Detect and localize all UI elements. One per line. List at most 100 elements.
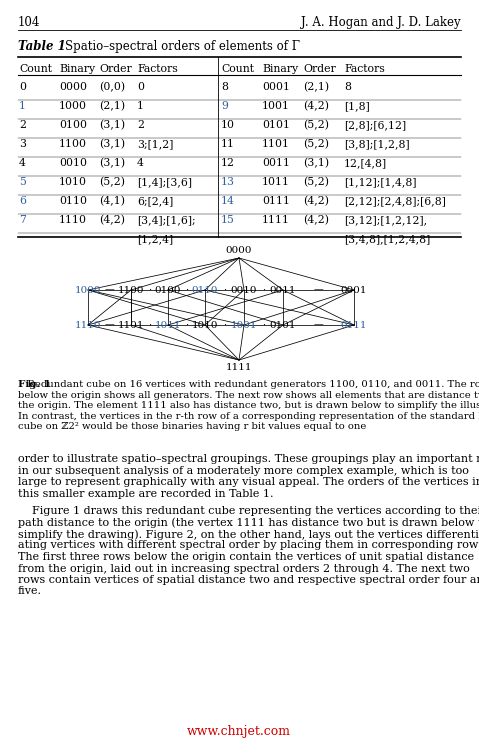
Text: 10: 10 bbox=[221, 120, 235, 130]
Text: Redundant cube on 16 vertices with redundant generators 1100, 0110, and 0011. Th: Redundant cube on 16 vertices with redun… bbox=[18, 380, 479, 389]
Text: 1011: 1011 bbox=[155, 321, 181, 330]
Text: Count: Count bbox=[19, 64, 52, 74]
Text: 1100: 1100 bbox=[118, 285, 144, 294]
Text: 1101: 1101 bbox=[262, 139, 290, 149]
Text: (4,2): (4,2) bbox=[303, 196, 329, 206]
Text: 13: 13 bbox=[221, 177, 235, 187]
Text: Order: Order bbox=[99, 64, 132, 74]
Text: 1011: 1011 bbox=[262, 177, 290, 187]
Text: 4: 4 bbox=[19, 158, 26, 168]
Text: [2,8];[6,12]: [2,8];[6,12] bbox=[344, 120, 406, 130]
Text: Table 1: Table 1 bbox=[18, 40, 66, 53]
Text: [1,12];[1,4,8]: [1,12];[1,4,8] bbox=[344, 177, 417, 187]
Text: 1100: 1100 bbox=[59, 139, 87, 149]
Text: ·: · bbox=[223, 321, 226, 330]
Text: Binary: Binary bbox=[262, 64, 298, 74]
Text: 0101: 0101 bbox=[270, 321, 296, 330]
Text: J. A. Hogan and J. D. Lakey: J. A. Hogan and J. D. Lakey bbox=[301, 16, 461, 29]
Text: 1110: 1110 bbox=[59, 215, 87, 225]
Text: (5,2): (5,2) bbox=[303, 120, 329, 130]
Text: ·: · bbox=[262, 321, 265, 330]
Text: 104: 104 bbox=[18, 16, 40, 29]
Text: [2,12];[2,4,8];[6,8]: [2,12];[2,4,8];[6,8] bbox=[344, 196, 446, 206]
Text: (3,1): (3,1) bbox=[303, 158, 329, 169]
Text: [3,12];[1,2,12],: [3,12];[1,2,12], bbox=[344, 215, 427, 225]
Text: 2: 2 bbox=[19, 120, 26, 130]
Text: Factors: Factors bbox=[137, 64, 178, 74]
Text: (3,1): (3,1) bbox=[99, 139, 125, 149]
Text: 0110: 0110 bbox=[59, 196, 87, 206]
Text: (4,2): (4,2) bbox=[303, 215, 329, 225]
Text: 1000: 1000 bbox=[59, 101, 87, 111]
Text: —: — bbox=[104, 321, 114, 330]
Text: —: — bbox=[314, 285, 323, 294]
Text: 1: 1 bbox=[137, 101, 144, 111]
Text: 1111: 1111 bbox=[226, 363, 252, 372]
Text: The first three rows below the origin contain the vertices of unit spatial dista: The first three rows below the origin co… bbox=[18, 552, 474, 562]
Text: (5,2): (5,2) bbox=[303, 139, 329, 149]
Text: [1,2,4]: [1,2,4] bbox=[137, 234, 173, 244]
Text: 0000: 0000 bbox=[59, 82, 87, 92]
Text: (4,2): (4,2) bbox=[99, 215, 125, 225]
Text: 3;[1,2]: 3;[1,2] bbox=[137, 139, 173, 149]
Text: 0110: 0110 bbox=[192, 285, 218, 294]
Text: from the origin, laid out in increasing spectral orders 2 through 4. The next tw: from the origin, laid out in increasing … bbox=[18, 563, 470, 574]
Text: 1001: 1001 bbox=[262, 101, 290, 111]
Text: ·: · bbox=[148, 321, 151, 330]
Text: (5,2): (5,2) bbox=[99, 177, 125, 187]
Text: simplify the drawing). Figure 2, on the other hand, lays out the vertices differ: simplify the drawing). Figure 2, on the … bbox=[18, 529, 479, 540]
Text: Count: Count bbox=[221, 64, 254, 74]
Text: 12,[4,8]: 12,[4,8] bbox=[344, 158, 387, 168]
Text: 0100: 0100 bbox=[59, 120, 87, 130]
Text: (3,1): (3,1) bbox=[99, 120, 125, 130]
Text: (4,1): (4,1) bbox=[99, 196, 125, 206]
Text: 1: 1 bbox=[19, 101, 26, 111]
Text: ·: · bbox=[148, 285, 151, 294]
Text: 1010: 1010 bbox=[59, 177, 87, 187]
Text: 1101: 1101 bbox=[118, 321, 144, 330]
Text: 1001: 1001 bbox=[231, 321, 257, 330]
Text: Figure 1 draws this redundant cube representing the vertices according to their: Figure 1 draws this redundant cube repre… bbox=[18, 506, 479, 516]
Text: 6;[2,4]: 6;[2,4] bbox=[137, 196, 173, 206]
Text: 0111: 0111 bbox=[341, 321, 367, 330]
Text: ating vertices with different spectral order by placing them in corresponding ro: ating vertices with different spectral o… bbox=[18, 541, 479, 550]
Text: 1010: 1010 bbox=[192, 321, 218, 330]
Text: 1110: 1110 bbox=[75, 321, 101, 330]
Text: path distance to the origin (the vertex 1111 has distance two but is drawn below: path distance to the origin (the vertex … bbox=[18, 517, 479, 528]
Text: 1000: 1000 bbox=[75, 285, 101, 294]
Text: 0001: 0001 bbox=[262, 82, 290, 92]
Text: Fig. 1: Fig. 1 bbox=[18, 380, 51, 389]
Text: [3,8];[1,2,8]: [3,8];[1,2,8] bbox=[344, 139, 410, 149]
Text: www.chnjet.com: www.chnjet.com bbox=[187, 725, 291, 738]
Text: 11: 11 bbox=[221, 139, 235, 149]
Text: 1111: 1111 bbox=[262, 215, 290, 225]
Text: 7: 7 bbox=[19, 215, 26, 225]
Text: five.: five. bbox=[18, 587, 42, 596]
Text: ·: · bbox=[223, 285, 226, 294]
Text: —: — bbox=[314, 321, 323, 330]
Text: 0011: 0011 bbox=[270, 285, 296, 294]
Text: 3: 3 bbox=[19, 139, 26, 149]
Text: [3,4,8],[1,2,4,8]: [3,4,8],[1,2,4,8] bbox=[344, 234, 430, 244]
Text: Factors: Factors bbox=[344, 64, 385, 74]
Text: [1,4];[3,6]: [1,4];[3,6] bbox=[137, 177, 192, 187]
Text: Order: Order bbox=[303, 64, 336, 74]
Text: order to illustrate spatio–spectral groupings. These groupings play an important: order to illustrate spatio–spectral grou… bbox=[18, 454, 479, 464]
Text: 0001: 0001 bbox=[341, 285, 367, 294]
Text: 0010: 0010 bbox=[231, 285, 257, 294]
Text: the origin. The element 1111 also has distance two, but is drawn below to simpli: the origin. The element 1111 also has di… bbox=[18, 401, 479, 410]
Text: 0011: 0011 bbox=[262, 158, 290, 168]
Text: (2,1): (2,1) bbox=[99, 101, 125, 111]
Text: Spatio–spectral orders of elements of Γ: Spatio–spectral orders of elements of Γ bbox=[65, 40, 300, 53]
Text: 14: 14 bbox=[221, 196, 235, 206]
Text: 6: 6 bbox=[19, 196, 26, 206]
Text: 8: 8 bbox=[221, 82, 228, 92]
Text: 0000: 0000 bbox=[226, 246, 252, 255]
Text: [3,4];[1,6];: [3,4];[1,6]; bbox=[137, 215, 195, 225]
Text: 0: 0 bbox=[137, 82, 144, 92]
Text: below the origin shows all generators. The next row shows all elements that are : below the origin shows all generators. T… bbox=[18, 391, 479, 400]
Text: (0,0): (0,0) bbox=[99, 82, 125, 93]
Text: ·: · bbox=[262, 285, 265, 294]
Text: cube on ℤ2² would be those binaries having r bit values equal to one: cube on ℤ2² would be those binaries havi… bbox=[18, 422, 366, 431]
Text: 15: 15 bbox=[221, 215, 235, 225]
